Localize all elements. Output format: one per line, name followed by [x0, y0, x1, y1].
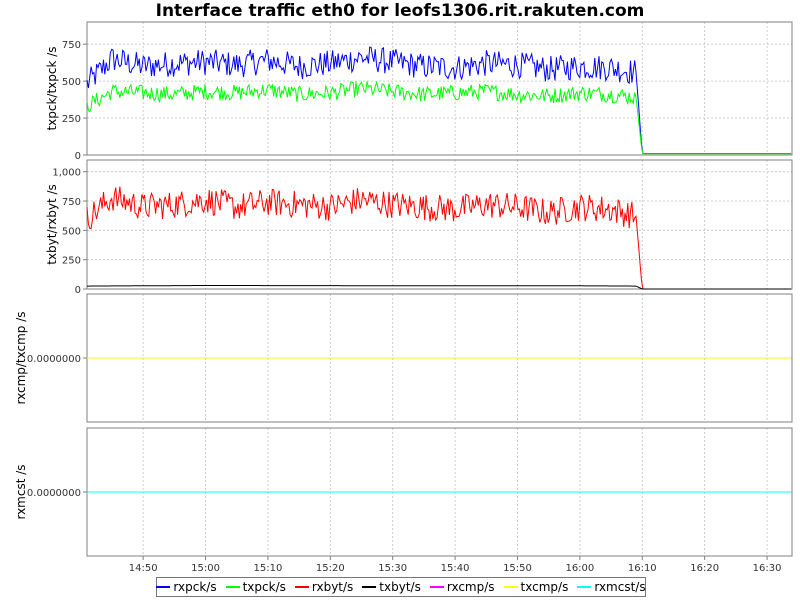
plot-frame [86, 21, 793, 156]
legend-swatch [156, 586, 171, 588]
x-tick-label: 15:50 [503, 563, 532, 574]
x-tick-label: 15:30 [378, 563, 407, 574]
y-tick-label: 500 [62, 77, 81, 88]
x-tick-label: 16:10 [628, 563, 657, 574]
y-tick-label: 0 [75, 285, 81, 296]
chart-legend: rxpck/s txpck/s rxbyt/s txbyt/s rxcmp/s txcmp… [156, 577, 646, 597]
legend-item-txbyt: txbyt/s [362, 580, 421, 594]
y-tick-label: 250 [62, 256, 81, 267]
legend-label: txbyt/s [379, 580, 421, 594]
y-tick-label: 0.0000000 [27, 354, 81, 365]
x-tick-label: 16:20 [690, 563, 719, 574]
legend-item-rxmcst: rxmcst/s [577, 580, 646, 594]
x-tick-label: 16:30 [753, 563, 782, 574]
legend-label: txcmp/s [520, 580, 569, 594]
y-axis-label: txbyt/rxbyt /s [45, 184, 59, 265]
legend-swatch [577, 586, 592, 588]
y-axis-label: rxmcst /s [14, 464, 28, 519]
y-tick-label: 750 [62, 40, 81, 51]
legend-item-rxbyt: rxbyt/s [294, 580, 354, 594]
plot-frame [86, 159, 793, 290]
y-axis-label: rxcmp/txcmp /s [14, 311, 28, 404]
legend-label: rxmcst/s [594, 580, 646, 594]
legend-item-rxcmp: rxcmp/s [429, 580, 495, 594]
legend-swatch [294, 586, 309, 588]
x-tick-label: 15:00 [191, 563, 220, 574]
x-tick-label: 14:50 [129, 563, 158, 574]
series-line-rxbyt [86, 186, 792, 290]
series-line-txpck [86, 80, 792, 155]
x-tick-label: 15:40 [441, 563, 470, 574]
y-tick-label: 0.0000000 [27, 488, 81, 499]
legend-item-txpck: txpck/s [225, 580, 286, 594]
legend-swatch [503, 586, 518, 588]
y-axis-label: txpck/txpck /s [45, 46, 59, 130]
legend-label: rxcmp/s [446, 580, 495, 594]
legend-label: txpck/s [242, 580, 286, 594]
y-tick-label: 1,000 [52, 168, 81, 179]
y-tick-label: 500 [62, 226, 81, 237]
series-line-txbyt [87, 285, 792, 290]
chart-title: Interface traffic eth0 for leofs1306.rit… [155, 1, 645, 21]
legend-label: rxbyt/s [311, 580, 354, 594]
legend-item-txcmp: txcmp/s [503, 580, 569, 594]
x-tick-label: 15:20 [316, 563, 345, 574]
y-tick-label: 750 [62, 197, 81, 208]
legend-item-rxpck: rxpck/s [156, 580, 217, 594]
legend-swatch [362, 586, 377, 588]
x-tick-label: 16:00 [565, 563, 594, 574]
y-tick-label: 250 [62, 114, 81, 125]
legend-swatch [225, 586, 240, 588]
legend-swatch [429, 586, 444, 588]
legend-label: rxpck/s [173, 580, 217, 594]
x-tick-label: 15:10 [254, 563, 283, 574]
y-tick-label: 0 [75, 151, 81, 162]
